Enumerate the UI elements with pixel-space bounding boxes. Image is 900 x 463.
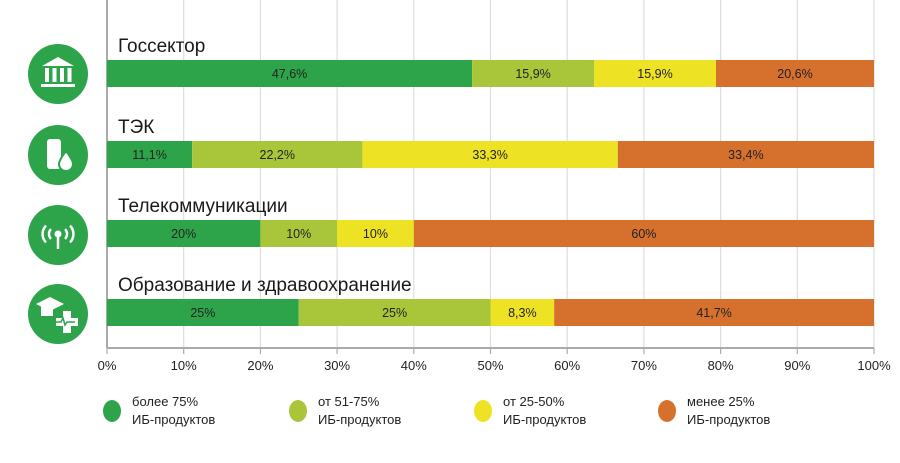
category-label: Госсектор: [118, 36, 205, 57]
bar-segment: [594, 60, 716, 87]
legend-swatch: [474, 400, 492, 422]
legend-swatch: [658, 400, 676, 422]
legend-label: более 75%: [132, 394, 199, 409]
bar-segment: [362, 141, 618, 168]
data-label: 15,9%: [515, 67, 550, 81]
data-label: 8,3%: [508, 306, 537, 320]
bar-segment: [192, 141, 363, 168]
x-tick-label: 80%: [708, 358, 734, 373]
bar-segment: [298, 299, 491, 326]
icon-circle: [28, 284, 88, 344]
data-label: 41,7%: [696, 306, 731, 320]
bar-segment: [337, 220, 414, 247]
legend-label: ИБ-продуктов: [318, 412, 401, 427]
bar-segment: [715, 60, 874, 87]
data-label: 33,4%: [728, 148, 763, 162]
radio-antenna-icon: [28, 205, 88, 265]
bar-segment: [554, 299, 874, 326]
legend-item: от 51-75% ИБ-продуктов: [289, 394, 401, 427]
x-tick-label: 100%: [857, 358, 891, 373]
category-label: Образование и здравоохранение: [118, 275, 412, 296]
category-label: Телекоммуникации: [118, 196, 288, 217]
data-label: 47,6%: [272, 67, 307, 81]
data-label: 20,6%: [777, 67, 812, 81]
x-tick-label: 20%: [247, 358, 273, 373]
bar-segment: [107, 60, 473, 87]
data-label: 10%: [286, 227, 311, 241]
bar-segment: [617, 141, 874, 168]
oil-barrel-drop-icon: [28, 125, 88, 185]
education-health-icon: [28, 284, 88, 344]
x-tick-label: 90%: [784, 358, 810, 373]
bar-segment: [472, 60, 595, 87]
bar-segment: [107, 220, 261, 247]
legend-label: от 51-75%: [318, 394, 380, 409]
icon-circle: [28, 44, 88, 104]
legend-label: ИБ-продуктов: [503, 412, 586, 427]
data-label: 10%: [363, 227, 388, 241]
legend-item: менее 25% ИБ-продуктов: [658, 394, 770, 427]
data-label: 11,1%: [132, 148, 167, 162]
data-label: 15,9%: [637, 67, 672, 81]
data-label: 20%: [171, 227, 196, 241]
legend-label: ИБ-продуктов: [687, 412, 770, 427]
data-label: 60%: [631, 227, 656, 241]
x-tick-label: 60%: [554, 358, 580, 373]
x-tick-label: 40%: [401, 358, 427, 373]
legend-swatch: [103, 400, 121, 422]
bar-segment: [260, 220, 338, 247]
legend-label: от 25-50%: [503, 394, 565, 409]
legend-label: ИБ-продуктов: [132, 412, 215, 427]
x-tick-label: 50%: [477, 358, 503, 373]
x-tick-label: 0%: [98, 358, 117, 373]
data-label: 33,3%: [472, 148, 507, 162]
data-label: 25%: [190, 306, 215, 320]
x-tick-label: 10%: [171, 358, 197, 373]
legend-item: от 25-50% ИБ-продуктов: [474, 394, 586, 427]
data-label: 22,2%: [260, 148, 295, 162]
x-tick-label: 30%: [324, 358, 350, 373]
legend-item: более 75% ИБ-продуктов: [103, 394, 215, 427]
legend-label: менее 25%: [687, 394, 755, 409]
bar-segment: [413, 220, 874, 247]
data-label: 25%: [382, 306, 407, 320]
category-label: ТЭК: [118, 117, 154, 138]
x-tick-label: 70%: [631, 358, 657, 373]
bar-segment: [490, 299, 555, 326]
bar-segment: [107, 299, 299, 326]
legend-swatch: [289, 400, 307, 422]
government-building-icon: [28, 44, 88, 104]
bar-segment: [107, 141, 193, 168]
